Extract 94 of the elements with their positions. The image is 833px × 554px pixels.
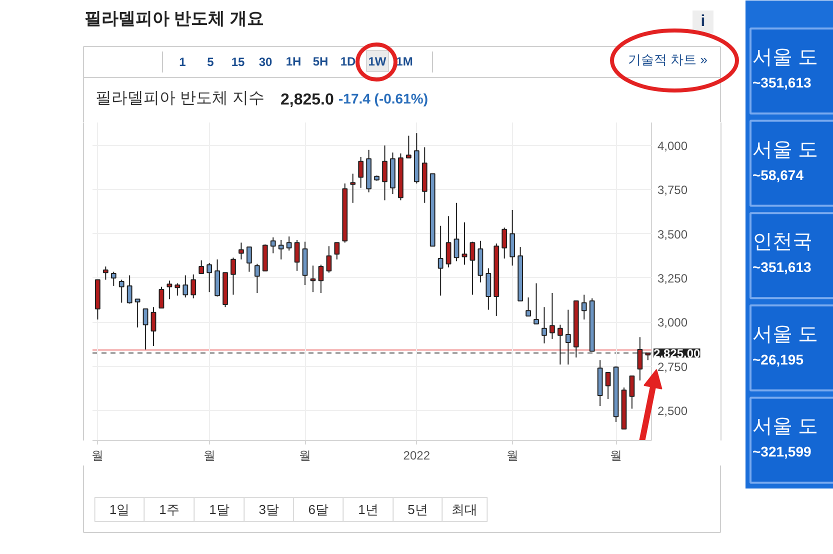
candlestick <box>534 282 539 324</box>
candlestick <box>605 372 611 400</box>
candlestick <box>326 246 332 274</box>
x-tick-label: 월 <box>203 448 216 462</box>
candlestick <box>246 246 252 272</box>
text: 최대 <box>452 502 478 517</box>
text: 1주 <box>159 502 180 517</box>
y-tick-label: 3,250 <box>658 271 688 286</box>
y-tick-label: 2,500 <box>658 404 688 418</box>
text: 1일 <box>109 502 130 517</box>
y-tick-label: 3,750 <box>658 183 688 198</box>
text: 1W <box>368 54 387 68</box>
text: 1 <box>179 55 186 69</box>
text: ~58,674 <box>752 166 804 183</box>
x-tick-label: 월 <box>610 448 622 462</box>
text: i <box>700 13 706 30</box>
candlestick <box>118 279 124 304</box>
candlestick <box>470 241 476 296</box>
y-tick-label: 4,000 <box>658 138 688 153</box>
candlestick <box>158 286 164 308</box>
candlestick <box>174 282 180 296</box>
candlestick <box>278 239 284 260</box>
candlestick <box>558 324 563 366</box>
text: 1M <box>396 54 413 68</box>
x-tick-label: 월 <box>299 448 312 462</box>
text: 1달 <box>209 502 230 517</box>
text: 5H <box>312 54 328 68</box>
candlestick <box>110 271 116 286</box>
candlestick <box>198 260 204 274</box>
candlestick <box>166 280 172 300</box>
candlestick <box>486 268 492 310</box>
text: 5 <box>207 55 214 69</box>
text: 서울 도 <box>752 138 818 161</box>
candlestick <box>637 336 643 381</box>
candlestick <box>454 202 460 262</box>
candlestick <box>406 135 412 158</box>
candlestick <box>150 306 156 346</box>
text: 6달 <box>308 502 328 517</box>
y-tick-label: 3,000 <box>658 316 688 330</box>
candlestick <box>142 308 148 350</box>
chart-subtitle: 필라델피아 반도체 지수 <box>96 90 264 107</box>
text: ~321,599 <box>752 444 812 460</box>
candlestick <box>126 274 132 304</box>
candlestick <box>270 236 276 254</box>
text: ~351,613 <box>752 259 812 276</box>
candlestick <box>190 274 196 299</box>
candlestick <box>350 173 356 204</box>
candlestick <box>581 294 587 320</box>
candlestick <box>254 263 260 294</box>
text: 15 <box>231 55 245 69</box>
x-tick-label: 2022 <box>403 448 430 462</box>
candlestick <box>238 242 244 260</box>
candlestick <box>565 309 571 366</box>
text: 기술적 차트 » <box>628 52 708 67</box>
candlestick <box>358 156 364 188</box>
x-tick-label: 월 <box>506 448 518 462</box>
candlestick <box>462 222 468 266</box>
candlestick <box>294 239 300 272</box>
candlestick <box>286 236 292 252</box>
x-tick-label: 월 <box>92 448 104 462</box>
candlestick <box>182 274 188 298</box>
candlestick <box>542 306 547 344</box>
text: 1H <box>286 54 302 68</box>
candlestick <box>526 296 531 316</box>
text: 서울 도 <box>752 323 818 346</box>
candlestick <box>510 209 516 266</box>
candlestick <box>206 262 212 293</box>
candlestick <box>102 266 108 280</box>
candlestick <box>446 216 452 268</box>
text: 인천국 <box>752 231 812 254</box>
text: -17.4 (-0.61%) <box>338 90 428 106</box>
text: 2,825.0 <box>280 92 334 108</box>
text: ~26,195 <box>752 351 804 368</box>
candlestick <box>629 376 635 410</box>
text: 서울 도 <box>752 416 818 438</box>
candlestick <box>550 292 555 340</box>
ref-line-label: 2,825.00 <box>654 346 701 361</box>
y-tick-label: 2,750 <box>658 360 688 374</box>
candlestick <box>382 144 388 201</box>
text: ~351,613 <box>752 74 812 90</box>
text: 30 <box>258 55 272 69</box>
chart-title: 필라델피아 반도체 개요 <box>84 9 264 28</box>
text: 5년 <box>408 502 428 517</box>
candlestick <box>230 257 236 296</box>
text: 1D <box>340 54 356 68</box>
text: 1년 <box>358 502 378 517</box>
candlestick <box>334 242 340 260</box>
y-tick-label: 3,500 <box>658 227 688 242</box>
candlestick <box>502 227 508 260</box>
candlestick <box>438 225 444 296</box>
text: 3달 <box>258 502 279 517</box>
candlestick <box>134 298 140 328</box>
text: 서울 도 <box>752 46 818 68</box>
candlestick <box>318 264 324 294</box>
